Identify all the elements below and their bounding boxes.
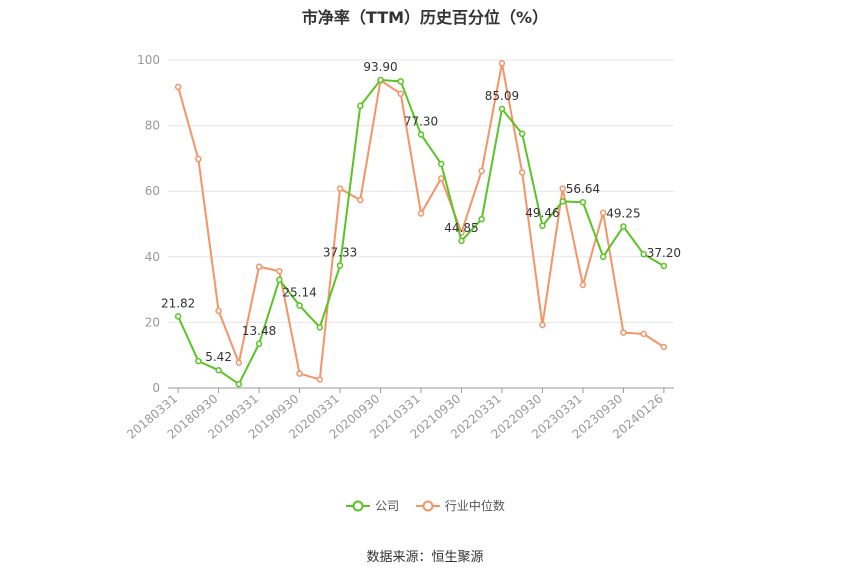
data-point[interactable]: [518, 130, 526, 138]
data-label: 56.64: [566, 182, 600, 196]
data-label: 25.14: [282, 286, 316, 300]
grid-lines: [168, 59, 674, 323]
data-label: 49.46: [525, 206, 559, 220]
y-tick-label: 100: [137, 53, 160, 67]
data-point[interactable]: [316, 376, 324, 383]
data-point[interactable]: [539, 222, 546, 230]
series: [174, 60, 668, 388]
y-tick-label: 80: [145, 119, 160, 133]
data-point[interactable]: [599, 253, 607, 261]
data-point[interactable]: [417, 131, 425, 138]
data-point[interactable]: [640, 330, 647, 338]
data-point[interactable]: [174, 83, 182, 91]
data-point[interactable]: [215, 307, 222, 315]
data-point[interactable]: [296, 302, 303, 309]
data-point[interactable]: [215, 366, 222, 374]
legend-industry-label: 行业中位数: [444, 499, 505, 513]
data-point[interactable]: [397, 78, 405, 85]
data-point[interactable]: [235, 380, 243, 388]
data-point[interactable]: [478, 167, 485, 175]
data-point[interactable]: [559, 185, 566, 192]
data-point[interactable]: [377, 76, 384, 84]
data-label: 44.85: [444, 221, 478, 235]
data-point[interactable]: [255, 340, 263, 348]
data-label: 5.42: [205, 350, 232, 364]
data-point[interactable]: [620, 223, 627, 230]
data-point[interactable]: [195, 155, 202, 163]
data-point[interactable]: [458, 237, 465, 245]
data-labels: 21.82 5.42 13.48 25.14 37.33 93.90 77.30 44.85 8…: [161, 60, 681, 364]
data-point[interactable]: [296, 370, 303, 377]
data-point[interactable]: [498, 60, 506, 67]
y-tick-label: 0: [152, 381, 160, 395]
data-point[interactable]: [255, 263, 263, 270]
data-point[interactable]: [599, 209, 607, 217]
data-point[interactable]: [539, 321, 546, 329]
legend-industry-swatch: [415, 500, 440, 511]
data-point[interactable]: [660, 343, 668, 351]
y-tick-label: 60: [145, 184, 160, 198]
legend-company-swatch: [346, 500, 371, 511]
data-point[interactable]: [559, 198, 566, 205]
data-label: 37.20: [647, 246, 681, 260]
data-label: 77.30: [404, 114, 438, 128]
data-point[interactable]: [437, 160, 445, 168]
legend-item-industry-median[interactable]: 行业中位数: [415, 497, 505, 514]
data-label: 49.25: [606, 206, 640, 220]
data-point[interactable]: [518, 169, 526, 176]
data-point[interactable]: [316, 324, 324, 331]
data-label: 85.09: [485, 89, 519, 103]
y-tick-label: 40: [145, 250, 160, 264]
data-point[interactable]: [174, 313, 182, 320]
data-point[interactable]: [498, 105, 506, 113]
data-point[interactable]: [417, 210, 425, 217]
data-point[interactable]: [336, 185, 344, 192]
data-point[interactable]: [336, 262, 344, 269]
legend-company-label: 公司: [375, 499, 400, 513]
data-source: 数据来源：恒生聚源: [366, 550, 484, 565]
legend-item-company[interactable]: 公司: [345, 497, 399, 514]
data-point[interactable]: [276, 267, 283, 275]
axes: 0204060801002018033120180930201903312019…: [124, 53, 674, 442]
data-label: 93.90: [363, 60, 397, 74]
data-point[interactable]: [620, 329, 627, 336]
data-point[interactable]: [235, 359, 243, 366]
data-point[interactable]: [579, 281, 587, 289]
data-point[interactable]: [357, 102, 364, 110]
data-point[interactable]: [397, 90, 405, 98]
y-tick-label: 20: [145, 315, 160, 329]
legend: 公司 行业中位数: [0, 497, 850, 515]
data-label: 21.82: [161, 296, 195, 310]
chart-title: 市净率（TTM）历史百分位（%）: [301, 8, 549, 27]
data-point[interactable]: [195, 357, 202, 365]
data-label: 37.33: [323, 246, 357, 260]
data-point[interactable]: [478, 215, 485, 223]
data-point[interactable]: [276, 276, 283, 284]
data-label: 13.48: [242, 324, 276, 338]
data-point[interactable]: [660, 262, 668, 270]
data-point[interactable]: [357, 196, 364, 204]
data-point[interactable]: [640, 250, 647, 258]
data-point[interactable]: [579, 198, 587, 206]
data-point[interactable]: [437, 175, 445, 182]
